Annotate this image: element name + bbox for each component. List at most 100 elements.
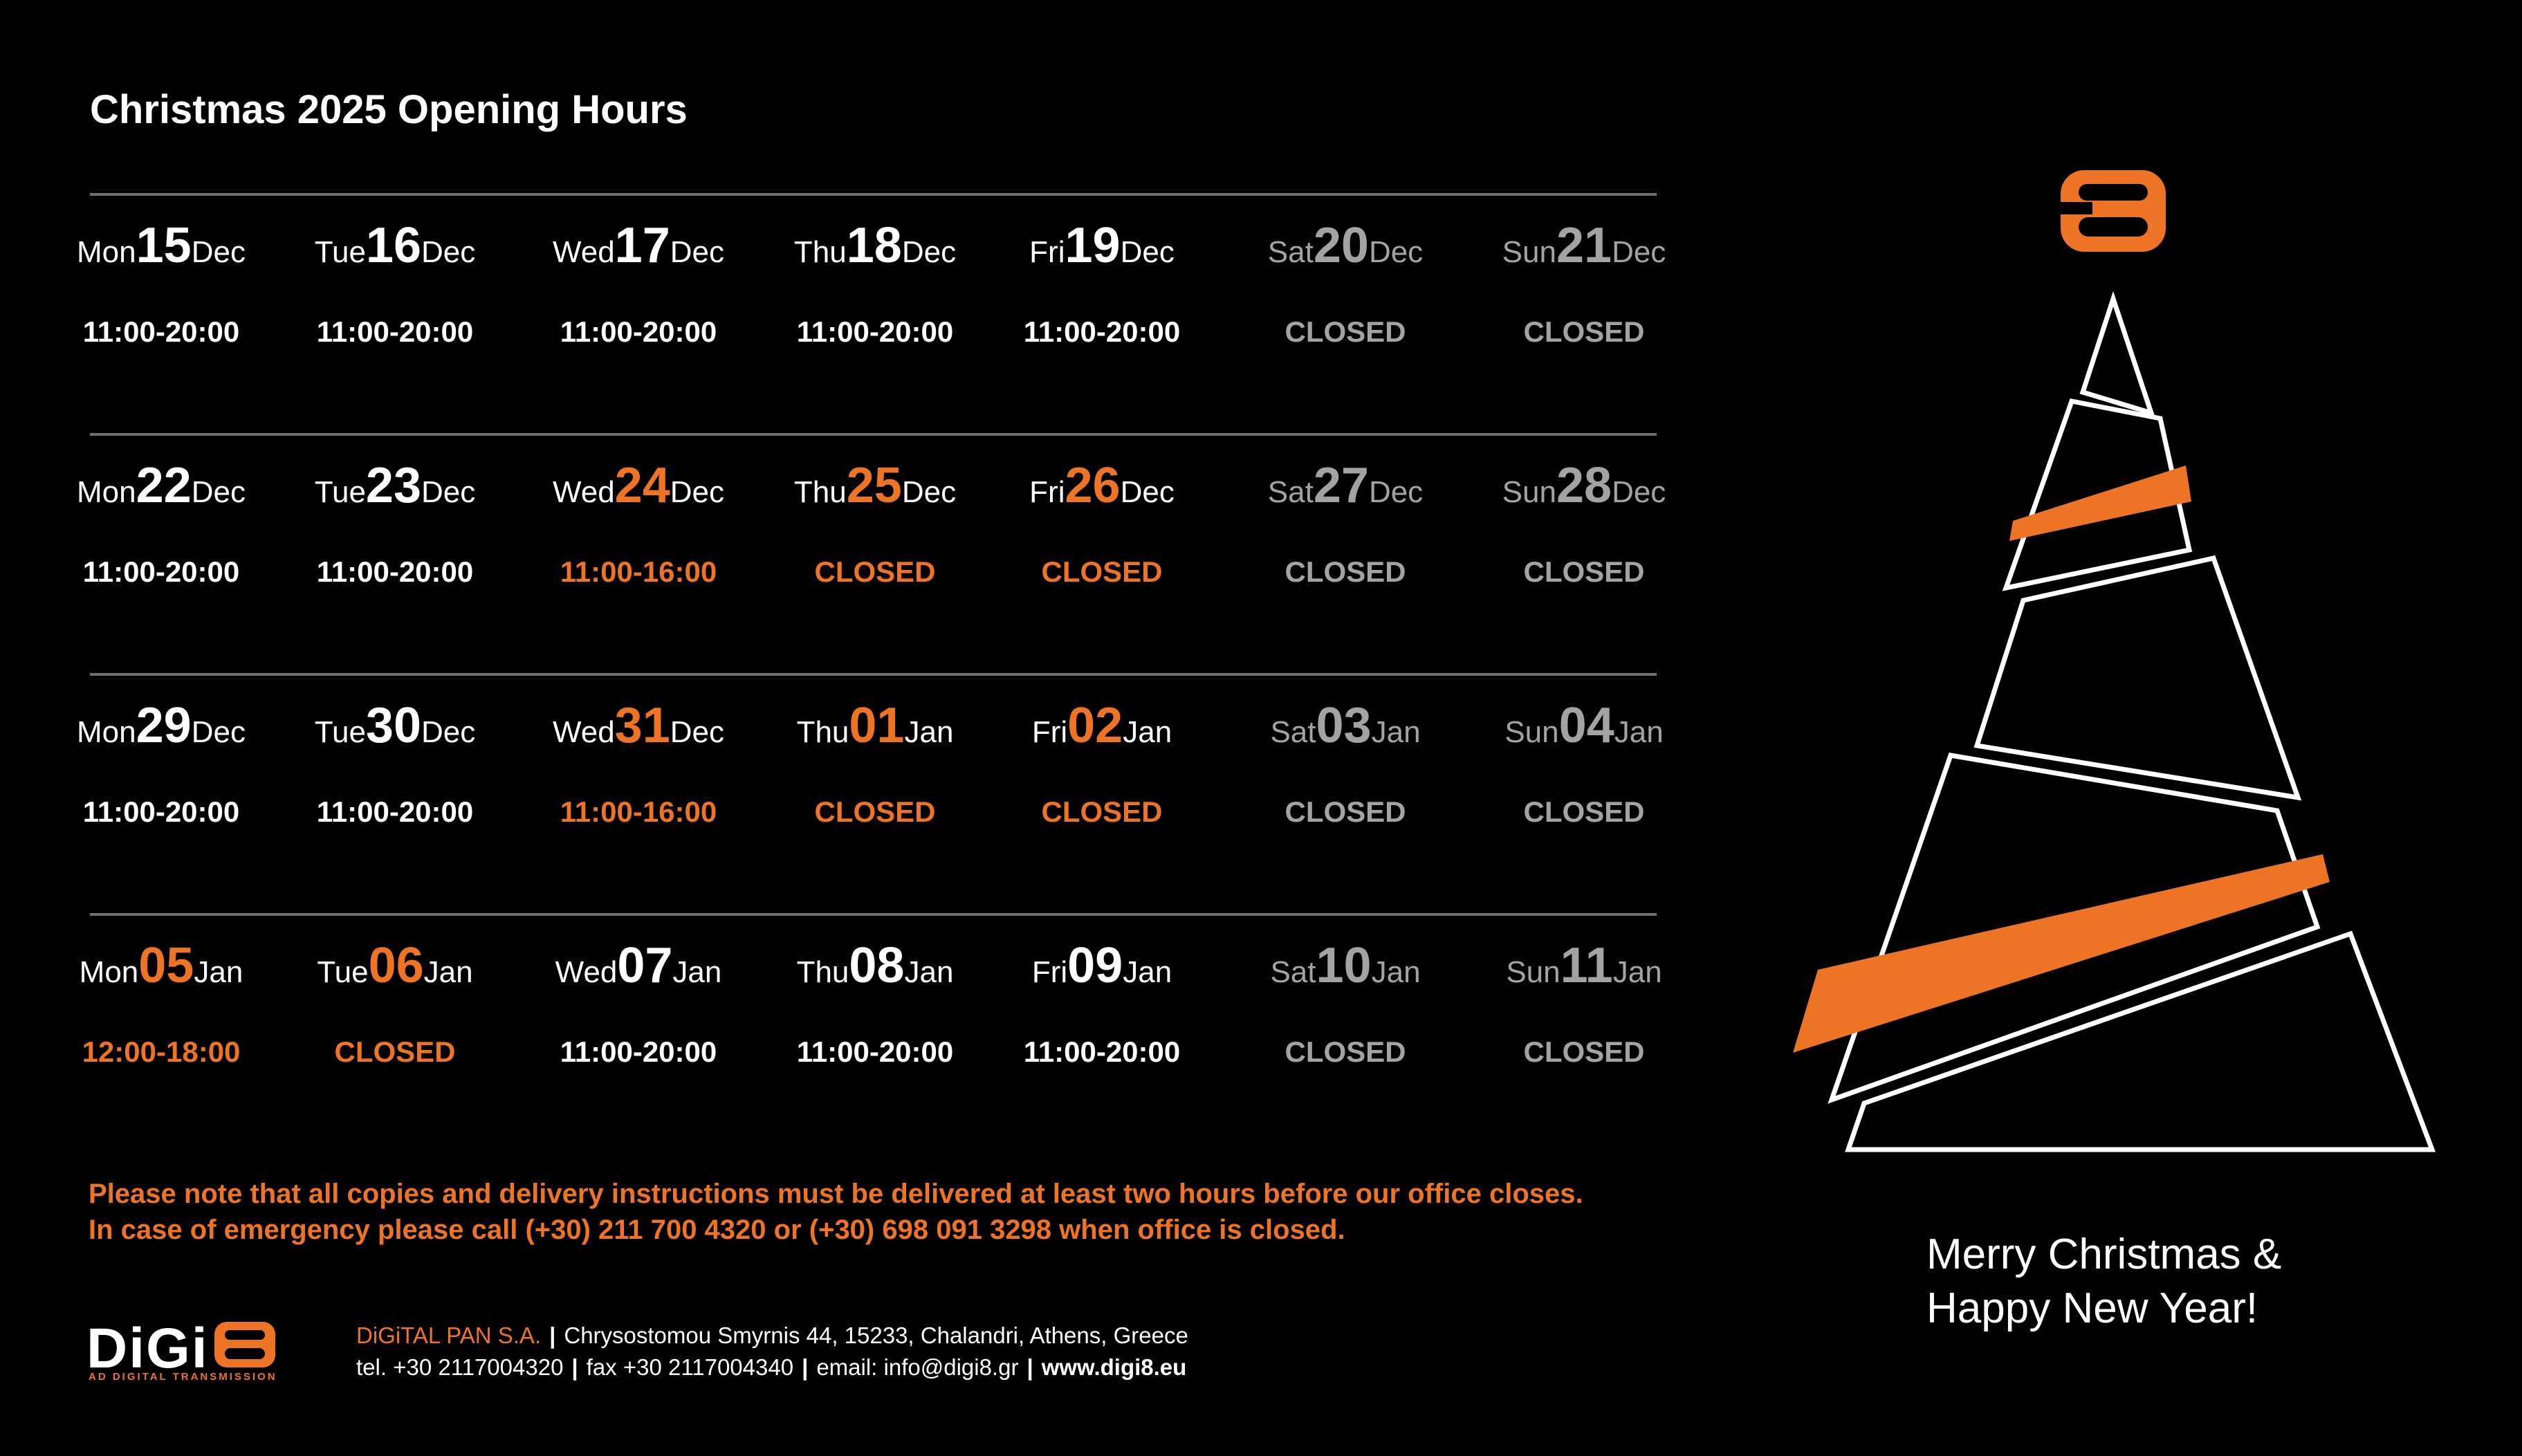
day-hours: CLOSED xyxy=(1285,555,1406,588)
day-number: 26 xyxy=(1065,458,1121,513)
day-heading: Fri09Jan xyxy=(983,934,1221,997)
day-hours: CLOSED xyxy=(1523,795,1645,828)
tree-ribbon-lower xyxy=(1793,854,2330,1053)
day-weekday: Sat xyxy=(1267,235,1314,269)
day-cell: Thu18Dec 11:00-20:00 xyxy=(756,214,994,360)
day-number: 21 xyxy=(1556,218,1612,273)
day-weekday: Sun xyxy=(1506,955,1561,989)
day-month: Jan xyxy=(904,715,954,749)
day-heading: Sun28Dec xyxy=(1465,454,1703,517)
greeting: Merry Christmas & Happy New Year! xyxy=(1926,1228,2281,1336)
day-heading: Mon05Jan xyxy=(42,934,280,997)
day-month: Jan xyxy=(1123,955,1172,989)
day-cell: Mon05Jan 12:00-18:00 xyxy=(42,934,280,1080)
day-heading: Sun04Jan xyxy=(1465,694,1703,757)
day-cell: Thu25Dec CLOSED xyxy=(756,454,994,600)
day-weekday: Tue xyxy=(314,475,366,509)
day-heading: Sat20Dec xyxy=(1226,214,1464,277)
day-month: Jan xyxy=(904,955,954,989)
day-number: 25 xyxy=(846,458,902,513)
day-month: Jan xyxy=(672,955,722,989)
day-number: 22 xyxy=(136,458,192,513)
day-weekday: Wed xyxy=(552,475,615,509)
day-hours: CLOSED xyxy=(334,1035,456,1068)
day-month: Jan xyxy=(1612,955,1662,989)
day-weekday: Tue xyxy=(317,955,369,989)
day-month: Dec xyxy=(1612,235,1666,269)
day-hours: 11:00-20:00 xyxy=(82,555,240,588)
day-hours: 11:00-16:00 xyxy=(560,795,717,828)
note-line-1: Please note that all copies and delivery… xyxy=(89,1179,1583,1209)
day-cell: Sat03Jan CLOSED xyxy=(1226,694,1464,840)
day-heading: Sat03Jan xyxy=(1226,694,1464,757)
day-month: Dec xyxy=(1120,475,1175,509)
day-weekday: Fri xyxy=(1029,475,1065,509)
day-hours: 11:00-20:00 xyxy=(796,1035,954,1068)
day-weekday: Sat xyxy=(1270,715,1316,749)
day-number: 30 xyxy=(365,698,422,753)
day-heading: Wed24Dec xyxy=(519,454,757,517)
tree-base-segment xyxy=(1845,930,2436,1152)
day-month: Dec xyxy=(901,475,957,509)
day-hours: CLOSED xyxy=(814,795,936,828)
delivery-note: Please note that all copies and delivery… xyxy=(89,1176,1583,1248)
day-cell: Sun04Jan CLOSED xyxy=(1465,694,1703,840)
company-website[interactable]: www.digi8.eu xyxy=(1041,1354,1187,1380)
company-email[interactable]: email: info@digi8.gr xyxy=(816,1354,1019,1380)
day-number: 20 xyxy=(1313,218,1369,273)
day-number: 11 xyxy=(1560,938,1613,993)
day-weekday: Sun xyxy=(1502,235,1556,269)
day-cell: Fri19Dec 11:00-20:00 xyxy=(983,214,1221,360)
christmas-tree-icon xyxy=(1793,291,2436,1152)
day-weekday: Fri xyxy=(1029,235,1065,269)
day-month: Jan xyxy=(1371,955,1421,989)
day-cell: Fri02Jan CLOSED xyxy=(983,694,1221,840)
day-month: Dec xyxy=(670,715,725,749)
day-heading: Sun11Jan xyxy=(1465,934,1703,997)
day-weekday: Sat xyxy=(1267,475,1314,509)
company-address: Chrysostomou Smyrnis 44, 15233, Chalandr… xyxy=(564,1323,1188,1348)
company-info: DiGiTAL PAN S.A. | Chrysostomou Smyrnis 44… xyxy=(356,1320,1188,1383)
day-hours: CLOSED xyxy=(1041,555,1163,588)
day-cell: Sat10Jan CLOSED xyxy=(1226,934,1464,1080)
day-heading: Thu01Jan xyxy=(756,694,994,757)
day-cell: Wed24Dec 11:00-16:00 xyxy=(519,454,757,600)
day-weekday: Mon xyxy=(77,475,136,509)
day-number: 23 xyxy=(365,458,422,513)
day-hours: CLOSED xyxy=(1285,315,1406,348)
day-heading: Thu25Dec xyxy=(756,454,994,517)
day-weekday: Tue xyxy=(314,235,366,269)
day-cell: Wed31Dec 11:00-16:00 xyxy=(519,694,757,840)
day-number: 09 xyxy=(1067,938,1123,993)
day-weekday: Thu xyxy=(793,235,847,269)
day-weekday: Tue xyxy=(314,715,366,749)
day-number: 03 xyxy=(1316,698,1372,753)
company-line-1: DiGiTAL PAN S.A. | Chrysostomou Smyrnis 44… xyxy=(356,1323,1188,1348)
day-weekday: Thu xyxy=(796,715,849,749)
day-month: Dec xyxy=(191,235,246,269)
day-number: 16 xyxy=(365,218,422,273)
day-heading: Wed07Jan xyxy=(519,934,757,997)
day-hours: CLOSED xyxy=(1285,795,1406,828)
day-cell: Fri09Jan 11:00-20:00 xyxy=(983,934,1221,1080)
day-month: Jan xyxy=(1371,715,1421,749)
day-cell: Mon22Dec 11:00-20:00 xyxy=(42,454,280,600)
page-title: Christmas 2025 Opening Hours xyxy=(90,87,688,132)
day-cell: Mon15Dec 11:00-20:00 xyxy=(42,214,280,360)
day-weekday: Mon xyxy=(77,715,136,749)
digi8-logo: DiGi xyxy=(86,1318,275,1380)
day-month: Dec xyxy=(901,235,957,269)
day-hours: CLOSED xyxy=(1041,795,1163,828)
day-month: Dec xyxy=(670,475,725,509)
day-number: 05 xyxy=(138,938,194,993)
day-month: Jan xyxy=(194,955,243,989)
day-month: Dec xyxy=(1368,475,1424,509)
day-heading: Mon22Dec xyxy=(42,454,280,517)
day-weekday: Thu xyxy=(793,475,847,509)
company-tel: tel. +30 2117004320 xyxy=(356,1354,564,1380)
day-month: Dec xyxy=(191,715,246,749)
day-number: 01 xyxy=(849,698,905,753)
logo-digi-text: DiGi xyxy=(86,1318,209,1380)
day-cell: Sat27Dec CLOSED xyxy=(1226,454,1464,600)
day-heading: Tue06Jan xyxy=(276,934,514,997)
